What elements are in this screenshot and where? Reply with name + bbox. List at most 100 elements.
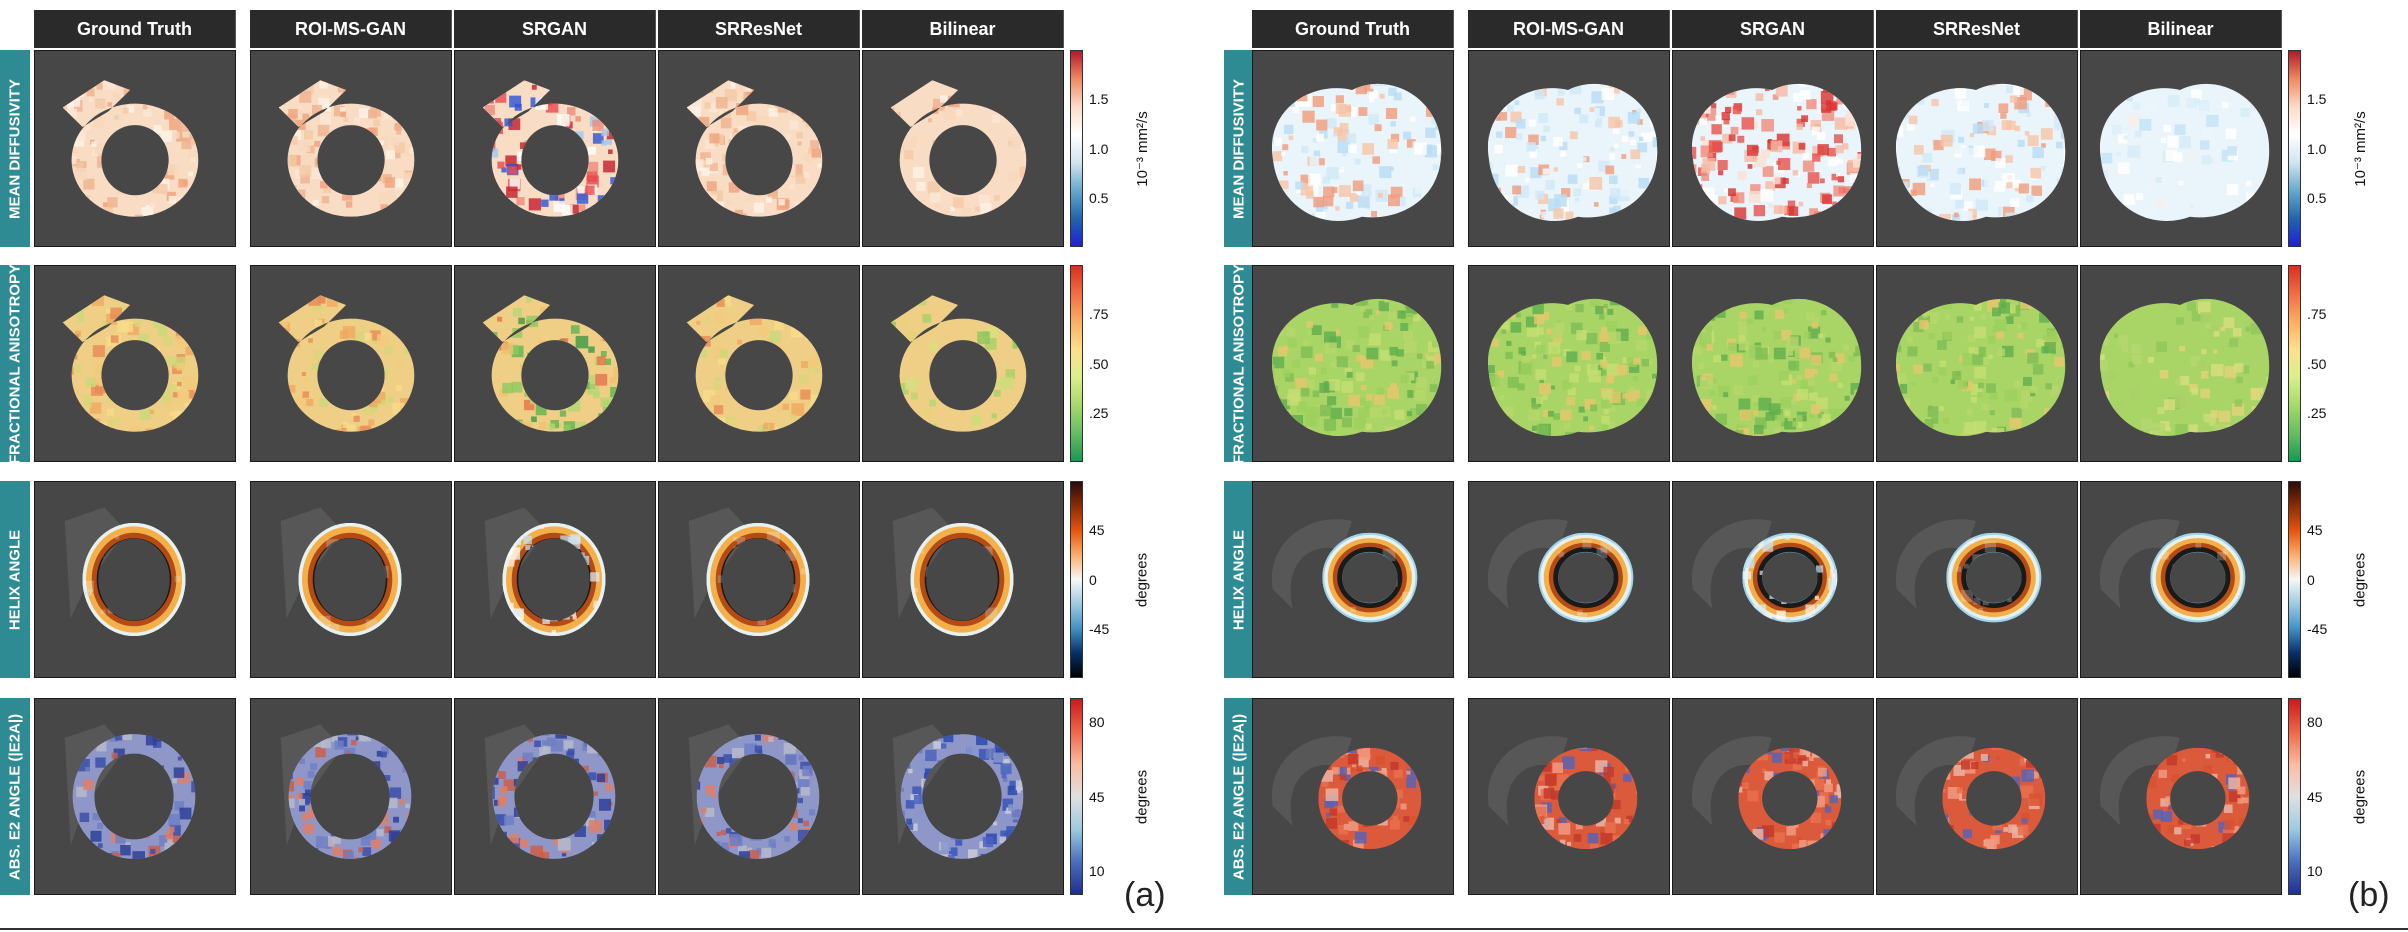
column-header-ground-truth-a: Ground Truth bbox=[34, 10, 236, 48]
ring-image bbox=[1691, 298, 1862, 436]
panel-mean-diffusivity-roi-ms-gan-b bbox=[1468, 50, 1670, 247]
colorbar-helix-angle-b bbox=[2288, 481, 2301, 678]
row-label-text: FRACTIONAL ANISOTROPY bbox=[6, 263, 24, 464]
colorbar-tick-mean-diffusivity-1-b: 1.0 bbox=[2307, 140, 2327, 157]
ring-image bbox=[2099, 298, 2270, 436]
colorbar-helix-angle-a bbox=[1070, 481, 1083, 678]
colorbar-unit-helix-angle-a: degrees bbox=[1133, 552, 1151, 607]
ghost-tissue bbox=[1271, 519, 1353, 609]
colorbar-tick-helix-angle-1-b: 0 bbox=[2307, 571, 2315, 588]
ring-image bbox=[1487, 519, 1634, 623]
ring-image bbox=[890, 295, 1027, 432]
ring-texture bbox=[288, 734, 412, 859]
ring-image bbox=[1487, 298, 1658, 436]
ring-image bbox=[64, 507, 186, 637]
ring-texture bbox=[900, 734, 1024, 859]
panel-fractional-anisotropy-ground-truth-b bbox=[1252, 265, 1454, 462]
column-header-srgan-a: SRGAN bbox=[454, 10, 656, 48]
colorbar-tick-helix-angle-0-a: 45 bbox=[1089, 522, 1105, 539]
panel-fractional-anisotropy-srgan-b bbox=[1672, 265, 1874, 462]
ring-texture bbox=[890, 80, 1027, 217]
ring-image bbox=[686, 80, 823, 217]
colorbar-tick-helix-angle-2-a: -45 bbox=[1089, 620, 1110, 637]
row-label-text: ABS. E2 ANGLE (|E2A|) bbox=[1230, 713, 1248, 880]
ring-image bbox=[1487, 83, 1658, 221]
panel-e2-angle-ground-truth-a bbox=[34, 698, 236, 895]
ring-image bbox=[1271, 83, 1442, 221]
ring-texture bbox=[2099, 298, 2270, 436]
colorbar-mean-diffusivity-a bbox=[1070, 50, 1083, 247]
panel-e2-angle-bilinear-a bbox=[862, 698, 1064, 895]
row-label-mean-diffusivity-a: MEAN DIFFUSIVITY bbox=[0, 50, 30, 247]
panel-helix-angle-roi-ms-gan-b bbox=[1468, 481, 1670, 678]
row-label-fractional-anisotropy-a: FRACTIONAL ANISOTROPY bbox=[0, 263, 30, 464]
colorbar-fractional-anisotropy-b bbox=[2288, 265, 2301, 462]
panel-e2-angle-srresnet-b bbox=[1876, 698, 2078, 895]
ring-texture bbox=[278, 80, 415, 217]
panel-helix-angle-srresnet-b bbox=[1876, 481, 2078, 678]
panel-fractional-anisotropy-roi-ms-gan-b bbox=[1468, 265, 1670, 462]
ring-image bbox=[1271, 298, 1442, 436]
ring-texture bbox=[1895, 83, 2066, 221]
panel-helix-angle-srresnet-a bbox=[658, 481, 860, 678]
colorbar-tick-mean-diffusivity-1-a: 1.0 bbox=[1089, 140, 1109, 157]
colorbar-unit-e2-angle-b: degrees bbox=[2351, 769, 2369, 824]
panel-mean-diffusivity-ground-truth-b bbox=[1252, 50, 1454, 247]
panel-mean-diffusivity-bilinear-a bbox=[862, 50, 1064, 247]
panel-mean-diffusivity-ground-truth-a bbox=[34, 50, 236, 247]
row-label-text: HELIX ANGLE bbox=[6, 529, 24, 630]
ring-texture bbox=[1487, 83, 1658, 221]
row-label-e2-angle-b: ABS. E2 ANGLE (|E2A|) bbox=[1224, 698, 1254, 895]
row-label-fractional-anisotropy-b: FRACTIONAL ANISOTROPY bbox=[1224, 263, 1254, 464]
ring-texture bbox=[298, 522, 402, 637]
panel-helix-angle-ground-truth-a bbox=[34, 481, 236, 678]
column-header-roi-ms-gan-b: ROI-MS-GAN bbox=[1468, 10, 1670, 48]
panel-mean-diffusivity-srresnet-b bbox=[1876, 50, 2078, 247]
colorbar-tick-fractional-anisotropy-0-b: .75 bbox=[2307, 306, 2327, 323]
ring-image bbox=[1895, 519, 2042, 623]
panel-e2-angle-ground-truth-b bbox=[1252, 698, 1454, 895]
panel-helix-angle-bilinear-a bbox=[862, 481, 1064, 678]
panel-e2-angle-srresnet-a bbox=[658, 698, 860, 895]
colorbar-tick-fractional-anisotropy-2-b: .25 bbox=[2307, 404, 2327, 421]
ring-texture bbox=[82, 522, 186, 637]
ring-texture bbox=[686, 80, 823, 217]
ring-texture bbox=[278, 295, 415, 432]
ghost-tissue bbox=[1691, 736, 1773, 826]
ring-image bbox=[1271, 519, 1418, 623]
ring-image bbox=[1691, 519, 1838, 623]
panel-e2-angle-roi-ms-gan-b bbox=[1468, 698, 1670, 895]
figure-label-b: (b) bbox=[2348, 876, 2390, 914]
panel-fractional-anisotropy-srresnet-a bbox=[658, 265, 860, 462]
ring-texture bbox=[890, 295, 1027, 432]
ring-texture bbox=[502, 522, 606, 637]
ring-image bbox=[1895, 736, 2046, 850]
ring-texture bbox=[72, 734, 196, 859]
colorbar-tick-e2-angle-2-a: 10 bbox=[1089, 863, 1105, 880]
ring-texture bbox=[686, 295, 823, 432]
colorbar-tick-e2-angle-1-a: 45 bbox=[1089, 788, 1105, 805]
ring-texture bbox=[62, 295, 199, 432]
ring-image bbox=[62, 295, 199, 432]
row-label-text: HELIX ANGLE bbox=[1230, 529, 1248, 630]
colorbar-tick-helix-angle-0-b: 45 bbox=[2307, 522, 2323, 539]
colorbar-tick-mean-diffusivity-2-b: 0.5 bbox=[2307, 189, 2327, 206]
ring-texture bbox=[1895, 298, 2066, 436]
ring-texture bbox=[1534, 747, 1638, 850]
ring-image bbox=[1895, 298, 2066, 436]
ghost-tissue bbox=[1691, 519, 1773, 609]
column-header-srgan-b: SRGAN bbox=[1672, 10, 1874, 48]
colorbar-tick-fractional-anisotropy-1-a: .50 bbox=[1089, 355, 1109, 372]
colorbar-tick-fractional-anisotropy-1-b: .50 bbox=[2307, 355, 2327, 372]
ring-image bbox=[686, 295, 823, 432]
row-label-text: MEAN DIFFUSIVITY bbox=[6, 78, 24, 219]
panel-helix-angle-bilinear-b bbox=[2080, 481, 2282, 678]
ring-image bbox=[1487, 736, 1638, 850]
colorbar-e2-angle-b bbox=[2288, 698, 2301, 895]
colorbar-tick-fractional-anisotropy-0-a: .75 bbox=[1089, 306, 1109, 323]
panel-mean-diffusivity-srgan-b bbox=[1672, 50, 1874, 247]
panel-fractional-anisotropy-srresnet-b bbox=[1876, 265, 2078, 462]
ring-image bbox=[892, 724, 1024, 859]
ring-texture bbox=[1487, 298, 1658, 436]
ring-image bbox=[1895, 83, 2066, 221]
